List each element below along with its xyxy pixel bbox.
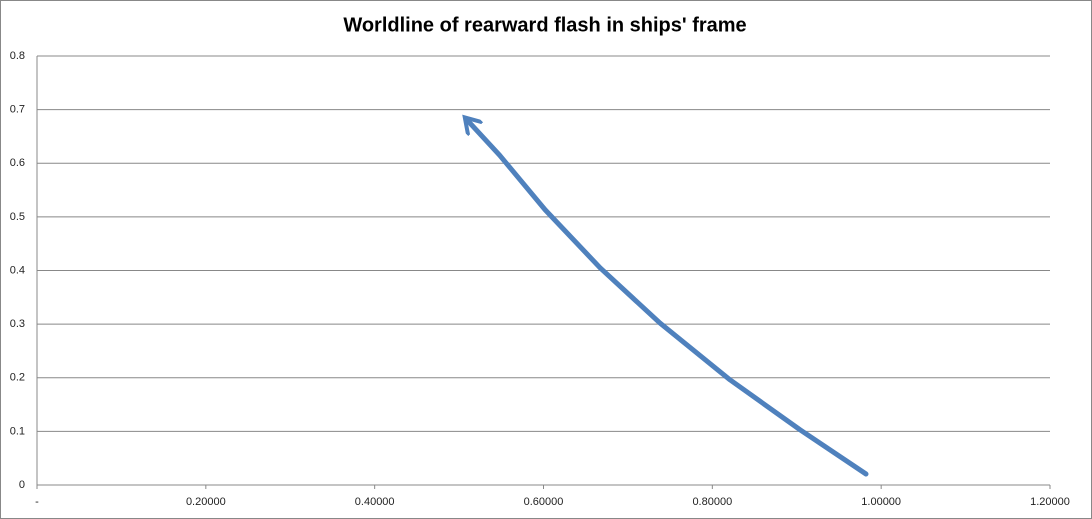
y-tick-label: 0.5 — [10, 211, 25, 223]
y-tick-label: 0.1 — [10, 425, 25, 437]
x-tick-label: 0.20000 — [186, 496, 226, 508]
x-tick-label: 1.00000 — [861, 496, 901, 508]
y-tick-label: 0.7 — [10, 104, 25, 116]
data-line — [468, 120, 869, 477]
x-tick-label: 0.40000 — [355, 496, 395, 508]
y-tick-label: 0.3 — [10, 318, 25, 330]
y-tick-label: 0 — [19, 479, 25, 491]
y-tick-label: 0.6 — [10, 157, 25, 169]
x-tick-label: - — [35, 496, 39, 508]
y-tick-label: 0.2 — [10, 372, 25, 384]
x-tick-label: 0.80000 — [692, 496, 732, 508]
y-tick-label: 0.8 — [10, 50, 25, 62]
x-tick-label: 0.60000 — [524, 496, 564, 508]
chart-title: Worldline of rearward flash in ships' fr… — [343, 14, 746, 36]
y-tick-label: 0.4 — [10, 264, 25, 276]
x-tick-label: 1.20000 — [1030, 496, 1070, 508]
